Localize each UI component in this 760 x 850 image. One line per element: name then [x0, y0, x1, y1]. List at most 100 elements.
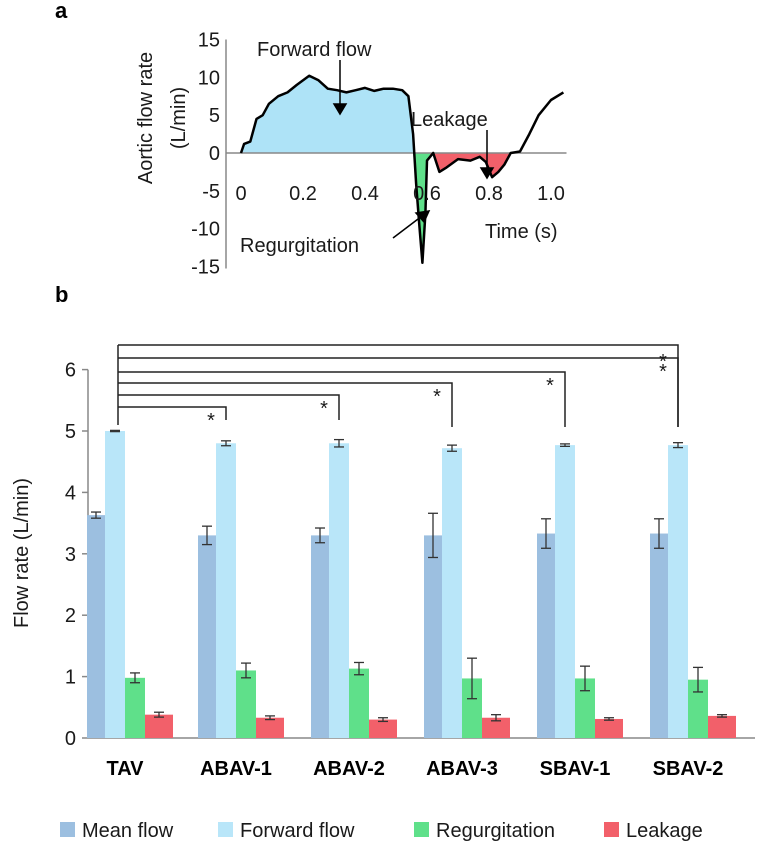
error-bar [91, 511, 101, 519]
flow-waveform-line [239, 74, 565, 265]
legend-swatch [218, 822, 233, 837]
bar-mean-flow-abav-2 [311, 535, 329, 738]
error-bar [354, 661, 364, 676]
legend-swatch [60, 822, 75, 837]
significance-bracket [118, 357, 679, 427]
panel-a-x-tick: 0.2 [289, 183, 317, 205]
error-bar [717, 714, 727, 718]
legend-label: Leakage [626, 820, 703, 842]
error-bar [491, 714, 501, 722]
bar-leakage-abav-3 [482, 717, 510, 738]
significance-bracket [118, 371, 566, 427]
panel-a-x-tick: 0 [235, 183, 246, 205]
bar-leakage-abav-1 [256, 717, 284, 738]
panel-a-label: a [55, 0, 68, 23]
panel-a-y-tick: -5 [202, 181, 220, 203]
panel-a-x-axis-title: Time (s) [485, 221, 558, 243]
legend-item: Leakage [604, 820, 703, 842]
panel-a-y-tick: 5 [209, 105, 220, 127]
panel-b-y-tick: 6 [65, 360, 76, 382]
error-bar [334, 438, 344, 448]
error-bar [110, 429, 120, 433]
category-label: SBAV-1 [540, 758, 611, 780]
error-bar [428, 512, 438, 559]
bar-leakage-sbav-1 [595, 718, 623, 738]
significance-marker: * [546, 375, 554, 397]
bar-forward-flow-tav [105, 431, 125, 738]
error-bar [315, 527, 325, 544]
panel-b-label: b [55, 282, 68, 307]
forward-flow-arrowhead [332, 103, 348, 116]
panel-b-y-tick: 1 [65, 667, 76, 689]
panel-a-x-tick: 0.6 [413, 183, 441, 205]
panel-b-y-tick: 4 [65, 482, 76, 504]
legend-swatch [604, 822, 619, 837]
bar-leakage-sbav-2 [708, 715, 736, 738]
category-label: ABAV-1 [200, 758, 272, 780]
error-bar [560, 443, 570, 448]
panel-a-y-tick: 10 [198, 67, 220, 89]
bar-mean-flow-sbav-2 [650, 533, 668, 738]
error-bar [693, 666, 703, 693]
leakage-arrowhead [479, 167, 495, 180]
panel-a-y-tick: -10 [191, 219, 220, 241]
forward-flow-annotation: Forward flow [257, 39, 372, 61]
category-label: TAV [106, 758, 144, 780]
legend-label: Regurgitation [436, 820, 555, 842]
bar-forward-flow-sbav-2 [668, 445, 688, 738]
bar-mean-flow-sbav-1 [537, 533, 555, 738]
legend: Mean flow Forward flow Regurgitation Leakag… [60, 820, 703, 842]
error-bar [467, 657, 477, 700]
bar-mean-flow-tav [87, 515, 105, 738]
regurgitation-arrow [392, 215, 423, 239]
error-bar [221, 440, 231, 447]
bar-mean-flow-abav-1 [198, 535, 216, 738]
error-bar [673, 442, 683, 449]
error-bar [154, 711, 164, 718]
panel-a-y-tick: 15 [198, 29, 220, 51]
category-label: SBAV-2 [653, 758, 724, 780]
significance-marker: * [659, 361, 667, 383]
bar-regurgitation-abav-2 [349, 668, 369, 738]
bar-forward-flow-abav-1 [216, 443, 236, 738]
error-bar [580, 665, 590, 692]
bar-regurgitation-sbav-1 [575, 678, 595, 738]
bar-regurgitation-abav-3 [462, 678, 482, 738]
error-bar [654, 518, 664, 549]
error-bar [241, 662, 251, 679]
significance-bracket [118, 394, 340, 420]
panel-a-y-axis-title-line2: (L/min) [168, 87, 190, 149]
legend-item: Mean flow [60, 820, 174, 842]
panel-a-x-tick: 1.0 [537, 183, 565, 205]
regurgitation-annotation: Regurgitation [240, 235, 359, 257]
error-bar [541, 518, 551, 549]
panel-a-flow-waveform: a 15 10 5 0 -5 -10 -15 0 0.2 0.4 0.6 0.8 1.0 Forward… [55, 0, 567, 279]
category-label: ABAV-3 [426, 758, 498, 780]
panel-a-y-tick: 0 [209, 143, 220, 165]
significance-marker: * [659, 351, 667, 373]
legend-item: Forward flow [218, 820, 355, 842]
panel-a-y-axis-title-line1: Aortic flow rate [135, 52, 157, 184]
panel-b-y-tick: 5 [65, 421, 76, 443]
error-bar [604, 717, 614, 721]
bar-regurgitation-abav-1 [236, 670, 256, 738]
bar-forward-flow-sbav-1 [555, 445, 575, 738]
significance-bracket [118, 344, 679, 427]
panel-a-y-tick: -15 [191, 257, 220, 279]
error-bar [202, 525, 212, 546]
legend-item: Regurgitation [414, 820, 555, 842]
bar-leakage-abav-2 [369, 719, 397, 738]
significance-marker: * [207, 410, 215, 432]
significance-marker: * [320, 398, 328, 420]
significance-bracket [118, 406, 227, 420]
error-bar [378, 717, 388, 723]
leakage-annotation: Leakage [411, 109, 488, 131]
significance-bracket [118, 382, 453, 427]
error-bar [447, 444, 457, 452]
panel-b-y-axis-title: Flow rate (L/min) [11, 478, 33, 628]
legend-label: Forward flow [240, 820, 355, 842]
panel-b-y-tick: 0 [65, 728, 76, 750]
annotation-arrows [332, 60, 495, 239]
significance-marker: * [433, 386, 441, 408]
